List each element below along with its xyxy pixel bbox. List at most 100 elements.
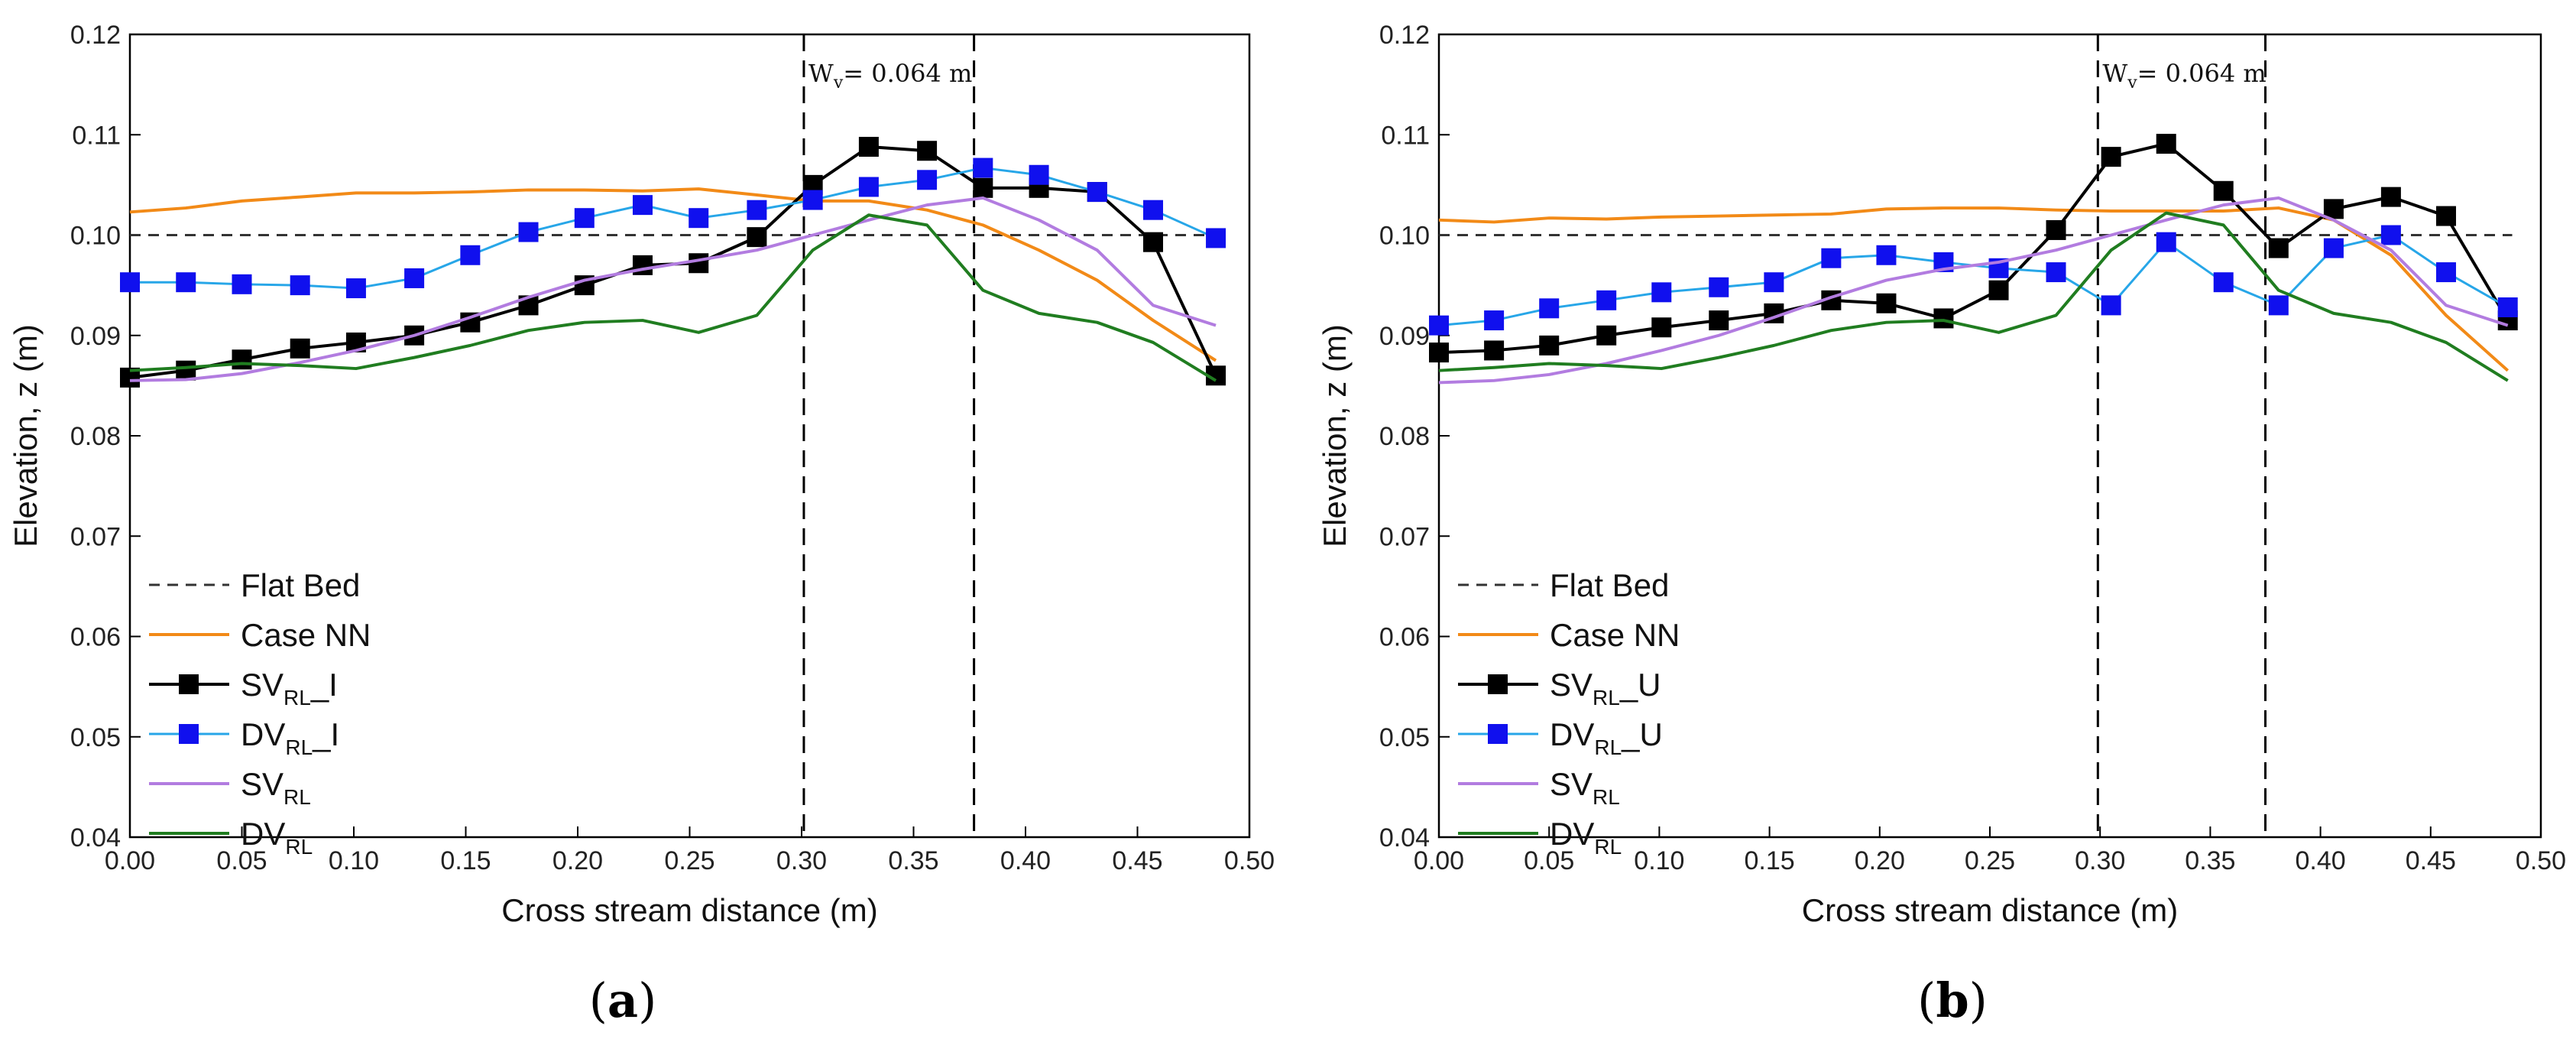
legend-marker-dv_rl_i	[179, 724, 199, 744]
y-tick-label: 0.05	[70, 723, 121, 752]
legend-label-dv_rl: DVRL	[1550, 816, 1622, 859]
y-tick-label: 0.12	[70, 21, 121, 50]
y-axis-title: Elevation, z (m)	[8, 324, 44, 547]
data-point-dv_rl_u	[2435, 262, 2456, 283]
data-point-sv_rl_i	[973, 177, 993, 198]
data-point-sv_rl_u	[1876, 293, 1897, 313]
data-point-dv_rl_i	[574, 208, 595, 229]
data-point-dv_rl_i	[632, 195, 653, 216]
x-tick-label: 0.45	[1112, 846, 1162, 875]
data-point-dv_rl_u	[1539, 298, 1560, 319]
legend-label-dv_rl_u: DVRL_U	[1550, 716, 1663, 759]
panel-label-close: )	[1969, 972, 1988, 1028]
data-point-sv_rl_u	[2323, 199, 2344, 219]
legend-name: Case NN	[1550, 617, 1680, 653]
data-point-dv_rl_i	[973, 157, 993, 178]
x-tick-label: 0.05	[1524, 846, 1574, 875]
x-tick-label: 0.35	[2185, 846, 2235, 875]
data-point-dv_rl_u	[1651, 282, 1672, 303]
data-point-dv_rl_i	[747, 200, 767, 220]
legend-marker-dv_rl_u	[1488, 724, 1508, 744]
series-line-sv_rl	[129, 196, 1217, 382]
panel-label-open: (	[589, 972, 608, 1028]
vegetation-width-annotation: Wv= 0.064 m	[2102, 59, 2266, 93]
panel-label-b: (b)	[1917, 972, 1988, 1028]
data-point-dv_rl_i	[232, 274, 252, 294]
data-point-sv_rl_i	[858, 137, 879, 157]
data-point-dv_rl_u	[1876, 245, 1897, 265]
legend-name: SV	[1550, 667, 1593, 703]
annotation-main: W	[2102, 59, 2127, 88]
x-axis-title: Cross stream distance (m)	[1802, 892, 2178, 928]
data-point-dv_rl_i	[858, 177, 879, 197]
legend-sub: RL	[1594, 735, 1622, 759]
legend-sub: RL	[285, 735, 313, 759]
x-tick-label: 0.45	[2406, 846, 2456, 875]
x-tick-label: 0.15	[440, 846, 491, 875]
data-point-dv_rl_i	[1206, 228, 1226, 248]
x-tick-label: 0.10	[1634, 846, 1684, 875]
y-tick-label: 0.06	[1379, 623, 1430, 652]
legend-label-sv_rl_u: SVRL_U	[1550, 667, 1661, 709]
panel-label-letter: b	[1936, 972, 1968, 1028]
data-point-dv_rl_u	[2323, 238, 2344, 258]
series-line-sv_rl_u	[1438, 142, 2510, 355]
data-point-dv_rl_i	[290, 275, 310, 296]
legend-name: SV	[241, 766, 284, 802]
legend-name: DV	[1550, 716, 1594, 752]
legend-name: SV	[241, 667, 284, 703]
legend-sub: RL	[285, 835, 313, 859]
data-point-dv_rl_i	[404, 268, 425, 288]
data-point-dv_rl_i	[120, 272, 140, 293]
x-tick-label: 0.20	[1855, 846, 1905, 875]
data-point-dv_rl_u	[2156, 232, 2176, 252]
y-tick-label: 0.12	[1379, 21, 1430, 50]
plot-frame	[128, 33, 1251, 839]
series-line-sv_rl	[1438, 196, 2509, 385]
x-tick-label: 0.50	[2516, 846, 2566, 875]
x-tick-label: 0.05	[216, 846, 267, 875]
legend-name: Case NN	[241, 617, 371, 653]
legend-name: DV	[1550, 816, 1594, 852]
legend-marker-sv_rl_i	[179, 674, 199, 694]
annotation-main: W	[808, 59, 834, 88]
data-point-sv_rl_u	[1651, 317, 1672, 338]
data-point-sv_rl_u	[1933, 308, 1954, 329]
panel-label-letter: a	[608, 972, 638, 1028]
legend-label-sv_rl: SVRL	[1550, 766, 1620, 809]
x-axis-title: Cross stream distance (m)	[501, 892, 877, 928]
y-tick-label: 0.05	[1379, 723, 1430, 752]
y-tick-label: 0.08	[70, 422, 121, 451]
data-point-sv_rl_i	[176, 360, 196, 381]
data-point-dv_rl_i	[1143, 200, 1164, 220]
legend-suffix: _I	[310, 667, 338, 703]
data-point-sv_rl_i	[290, 338, 310, 359]
data-point-sv_rl_u	[1484, 340, 1505, 361]
x-tick-label: 0.00	[105, 846, 155, 875]
series-line-dv_rl_u	[1438, 234, 2509, 327]
data-point-dv_rl_i	[460, 245, 481, 265]
y-tick-label: 0.07	[70, 522, 121, 551]
data-point-sv_rl_i	[689, 253, 709, 274]
data-point-dv_rl_u	[1429, 315, 1449, 336]
data-point-dv_rl_u	[2213, 272, 2234, 293]
legend-sub: RL	[1594, 835, 1622, 859]
legend-name: DV	[241, 816, 285, 852]
panel-label-close: )	[638, 972, 656, 1028]
legend-label-flat_bed: Flat Bed	[241, 567, 360, 603]
legend-sub: RL	[1593, 785, 1620, 809]
y-tick-label: 0.11	[72, 121, 121, 150]
y-tick-label: 0.08	[1379, 422, 1430, 451]
data-point-dv_rl_u	[2268, 295, 2289, 316]
legend-label-flat_bed: Flat Bed	[1550, 567, 1669, 603]
chart-panel-a: 0.00 0.05 0.10 0.15 0.20 0.25 0.30 0.35 0.40 0.45…	[8, 21, 1275, 928]
data-point-sv_rl_u	[1429, 343, 1449, 363]
data-point-dv_rl_u	[2380, 225, 2401, 245]
y-tick-label: 0.04	[70, 823, 121, 852]
y-tick-label: 0.10	[1379, 222, 1430, 251]
y-tick-label: 0.09	[1379, 322, 1430, 351]
data-point-dv_rl_i	[518, 222, 539, 242]
data-point-sv_rl_u	[2101, 147, 2121, 167]
data-point-dv_rl_u	[1821, 248, 1842, 268]
